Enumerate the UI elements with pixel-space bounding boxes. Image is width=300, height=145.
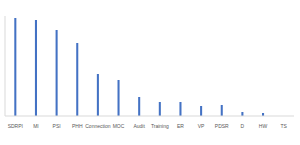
svg-text:MOC: MOC	[113, 123, 125, 129]
svg-text:PSI: PSI	[53, 123, 61, 129]
svg-text:ER: ER	[177, 123, 184, 129]
svg-text:PHH: PHH	[72, 123, 83, 129]
svg-text:VP: VP	[198, 123, 205, 129]
svg-text:D: D	[241, 123, 245, 129]
svg-text:Audit: Audit	[133, 123, 145, 129]
svg-text:PDSR: PDSR	[215, 123, 229, 129]
svg-text:TS: TS	[280, 123, 287, 129]
svg-text:SDRPI: SDRPI	[8, 123, 23, 129]
svg-text:Connection: Connection	[85, 123, 111, 129]
svg-text:HW: HW	[259, 123, 268, 129]
svg-text:MI: MI	[33, 123, 39, 129]
svg-text:Training: Training	[151, 123, 169, 129]
